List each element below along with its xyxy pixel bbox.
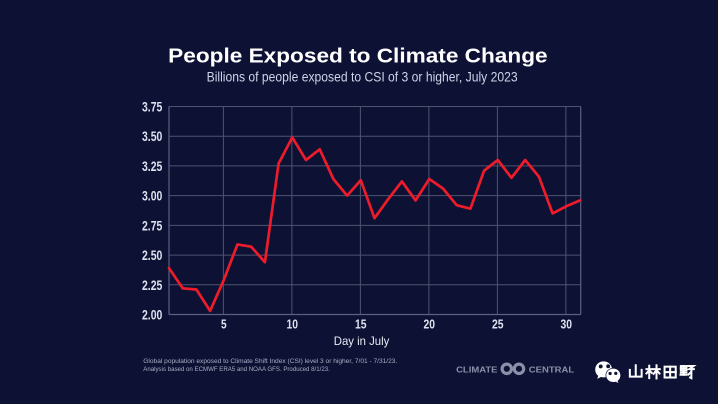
svg-text:30: 30 (561, 316, 573, 331)
svg-text:CENTRAL: CENTRAL (529, 364, 575, 374)
svg-text:3.50: 3.50 (142, 128, 162, 144)
svg-text:CLIMATE: CLIMATE (456, 364, 498, 374)
svg-text:20: 20 (424, 316, 436, 331)
svg-text:Billions of people exposed to: Billions of people exposed to CSI of 3 o… (207, 69, 518, 84)
svg-text:3.25: 3.25 (142, 158, 162, 174)
svg-text:3.75: 3.75 (142, 99, 162, 115)
svg-text:Global population exposed to C: Global population exposed to Climate Shi… (143, 358, 397, 365)
svg-text:5: 5 (221, 316, 227, 331)
svg-text:People Exposed to Climate Chan: People Exposed to Climate Change (168, 46, 547, 68)
svg-text:10: 10 (287, 316, 299, 331)
svg-text:2.75: 2.75 (142, 217, 162, 233)
svg-text:15: 15 (355, 316, 367, 331)
svg-text:2.00: 2.00 (142, 307, 162, 323)
svg-text:25: 25 (492, 316, 504, 331)
svg-text:Analysis based on ECMWF ERA5 a: Analysis based on ECMWF ERA5 and NOAA GF… (143, 366, 330, 373)
svg-text:2.25: 2.25 (142, 277, 162, 293)
svg-text:Day in July: Day in July (334, 334, 390, 348)
svg-text:2.50: 2.50 (142, 247, 162, 263)
svg-text:3.00: 3.00 (142, 188, 162, 204)
